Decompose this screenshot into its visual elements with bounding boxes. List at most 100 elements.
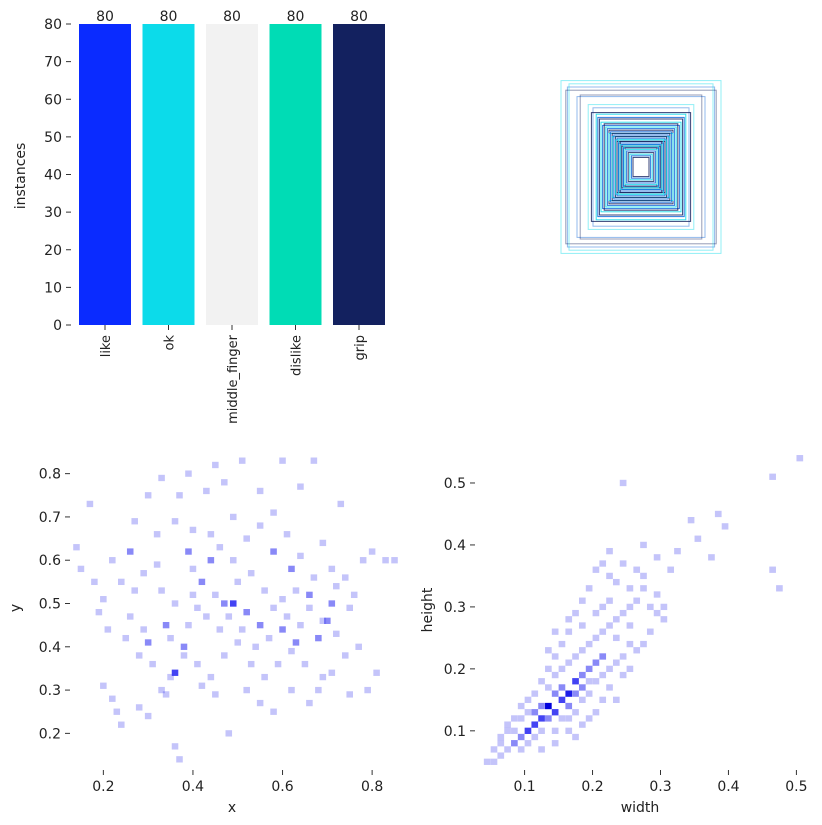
wh-cell: [626, 622, 634, 629]
xy-cell: [194, 660, 201, 668]
wh-cell: [565, 702, 573, 710]
wh-xtick-label: 0.5: [785, 779, 807, 795]
xy-cell: [109, 557, 116, 564]
wh-cell: [517, 702, 525, 710]
wh-cell: [517, 746, 525, 753]
xy-cell: [350, 591, 358, 599]
xy-cell: [229, 557, 237, 564]
bar-grip: [333, 24, 385, 325]
xy-cell: [162, 621, 170, 629]
bar-ylabel: instances: [13, 143, 29, 210]
xy-cell: [100, 596, 107, 603]
wh-cell: [640, 585, 647, 592]
wh-cell: [592, 634, 600, 642]
wh-ytick-label: 0.1: [444, 724, 466, 740]
xy-ytick-label: 0.3: [39, 683, 61, 699]
bbox-rect: [610, 131, 672, 203]
xy-cell: [274, 660, 282, 668]
xy-cell: [341, 574, 349, 581]
xy-cell: [207, 531, 215, 538]
xy-cell: [104, 626, 112, 633]
wh-cell: [612, 659, 620, 666]
xy-cell: [310, 457, 318, 464]
xy-cell: [341, 652, 349, 659]
bar-ytick-label: 0: [53, 318, 62, 334]
xy-cell: [270, 708, 277, 715]
wh-cell: [660, 603, 668, 611]
xy-heatmap: x y 0.2 0.4 0.6 0.8 0.2 0.3 0.4 0.5 0.6 0.7 0.8: [8, 457, 398, 816]
xy-cell: [171, 669, 179, 676]
wh-cell: [558, 715, 566, 722]
wh-cell: [687, 516, 695, 524]
wh-cell: [599, 653, 607, 660]
bar-category-label: like: [99, 335, 114, 357]
xy-cell: [162, 691, 170, 698]
xy-cell: [212, 461, 219, 469]
wh-cell: [579, 721, 586, 728]
bar-category-label: ok: [163, 335, 178, 351]
xy-cell: [198, 578, 206, 586]
xy-cell: [297, 621, 304, 629]
bar-value-label: 80: [96, 9, 114, 25]
wh-cell: [558, 684, 566, 691]
xy-cell: [77, 565, 85, 573]
bar-value-label: 80: [287, 9, 305, 25]
xy-cell: [194, 604, 201, 611]
xy-cell: [171, 743, 179, 750]
wh-cell: [538, 746, 545, 753]
xy-cell: [333, 630, 340, 637]
xy-cell: [247, 570, 255, 577]
wh-cell: [572, 690, 579, 697]
wh-cell: [694, 535, 702, 542]
xy-cell: [261, 673, 268, 681]
bbox-rect: [598, 118, 684, 216]
xy-cell: [126, 613, 134, 620]
xy-cell: [144, 712, 152, 720]
xy-cell: [234, 639, 242, 646]
wh-cell: [545, 684, 552, 691]
wh-cell: [551, 709, 559, 716]
bbox-rect: [618, 142, 664, 192]
xy-cell: [391, 557, 398, 564]
wh-cell: [579, 671, 586, 679]
bar-ytick-label: 10: [44, 280, 62, 296]
wh-ytick-label: 0.4: [444, 538, 466, 554]
xy-ytick-label: 0.4: [39, 640, 61, 656]
wh-cell: [517, 733, 525, 741]
xy-cell: [100, 682, 107, 689]
xy-cell: [176, 492, 183, 499]
xy-cell: [247, 660, 255, 668]
wh-cell: [592, 566, 600, 573]
xy-cell: [122, 634, 130, 642]
wh-cell: [646, 603, 654, 611]
xy-cell: [315, 686, 322, 694]
xy-cell: [364, 686, 371, 694]
xy-cell: [346, 691, 353, 698]
wh-cell: [531, 733, 539, 741]
wh-cell: [572, 678, 579, 685]
bar-category-label: grip: [353, 335, 368, 360]
xy-cell: [292, 639, 300, 646]
wh-cell: [511, 715, 518, 722]
bbox-rect: [626, 150, 656, 184]
wh-cell: [531, 721, 539, 728]
bar-ytick-label: 40: [44, 168, 62, 184]
xy-cell: [359, 557, 367, 564]
wh-cell: [653, 554, 661, 561]
wh-cell: [633, 566, 641, 573]
bar-ytick-label: 70: [44, 55, 62, 71]
bbox-rect: [613, 134, 669, 200]
wh-cell: [612, 634, 620, 642]
xy-xtick-label: 0.8: [361, 779, 383, 795]
xy-cell: [283, 613, 291, 620]
wh-ytick-label: 0.3: [444, 600, 466, 616]
xy-cell: [198, 682, 206, 689]
bar-value-label: 80: [350, 9, 368, 25]
wh-cell: [640, 541, 647, 549]
bbox-rect: [616, 137, 666, 197]
xy-cell: [126, 548, 134, 555]
bbox-rect: [590, 112, 692, 222]
xy-cell: [270, 509, 277, 516]
wh-cell: [585, 678, 593, 685]
xy-cell: [135, 704, 143, 711]
